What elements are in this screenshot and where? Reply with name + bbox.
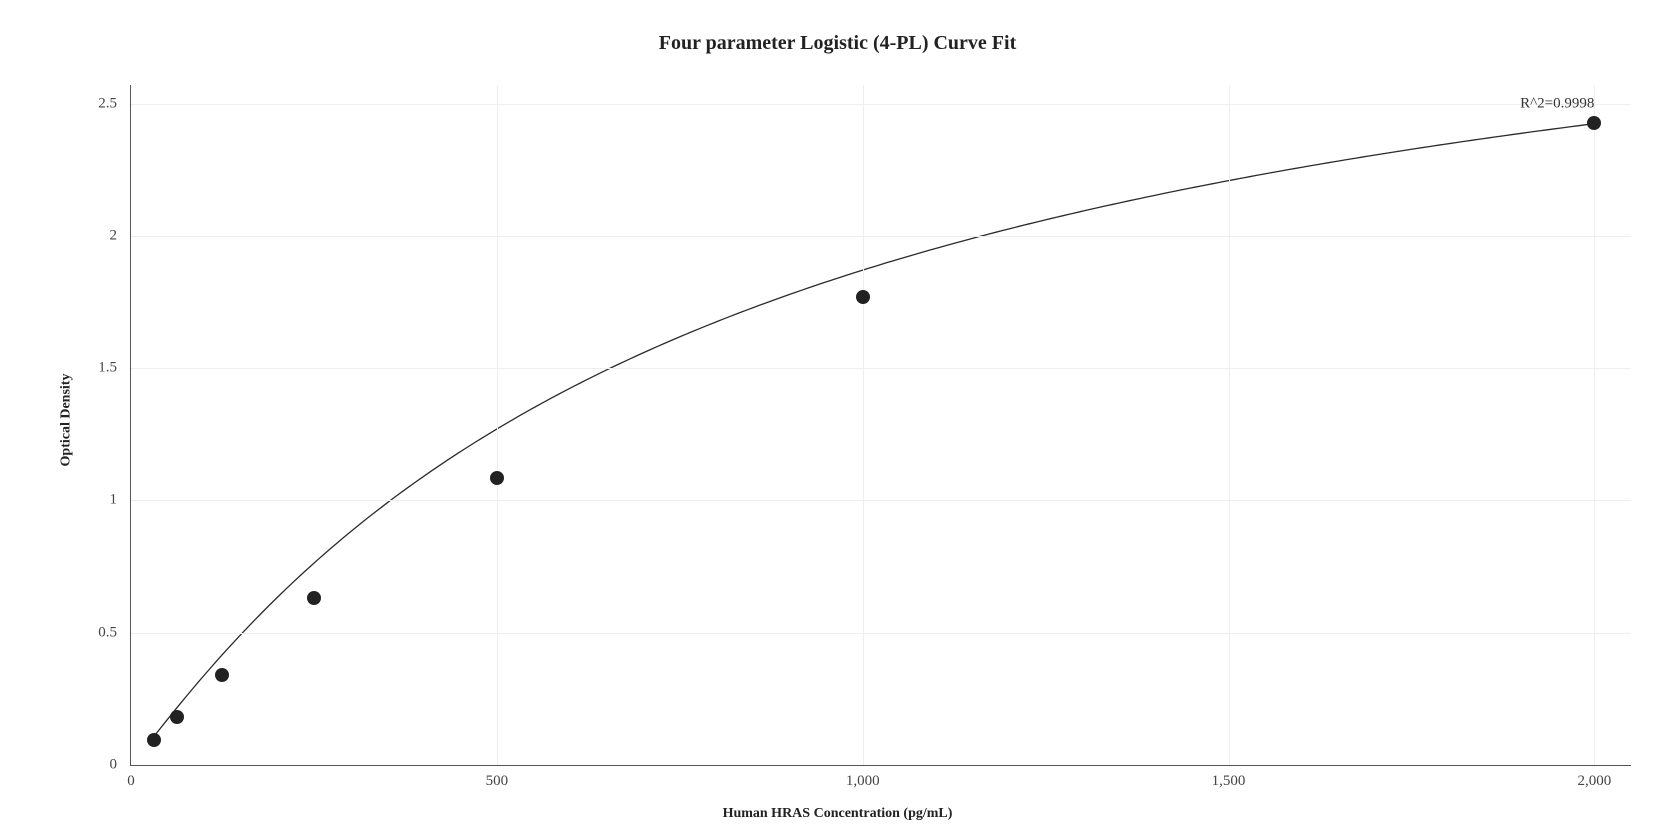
plot-area: 05001,0001,5002,00000.511.522.5R^2=0.999… bbox=[130, 85, 1631, 766]
grid-line-vertical bbox=[1229, 85, 1230, 765]
data-point bbox=[490, 471, 504, 485]
grid-line-horizontal bbox=[131, 633, 1631, 634]
chart-container: Four parameter Logistic (4-PL) Curve Fit… bbox=[0, 0, 1675, 840]
x-tick-label: 2,000 bbox=[1578, 773, 1612, 790]
grid-line-horizontal bbox=[131, 236, 1631, 237]
x-axis-label: Human HRAS Concentration (pg/mL) bbox=[0, 806, 1675, 822]
x-tick-label: 500 bbox=[486, 773, 509, 790]
data-point bbox=[1587, 116, 1601, 130]
y-axis-label: Optical Density bbox=[58, 374, 74, 467]
chart-title: Four parameter Logistic (4-PL) Curve Fit bbox=[0, 32, 1675, 55]
grid-line-vertical bbox=[497, 85, 498, 765]
data-point bbox=[307, 591, 321, 605]
grid-line-horizontal bbox=[131, 368, 1631, 369]
fit-curve bbox=[131, 85, 1631, 765]
data-point bbox=[147, 733, 161, 747]
grid-line-horizontal bbox=[131, 500, 1631, 501]
data-point bbox=[170, 710, 184, 724]
data-point bbox=[215, 668, 229, 682]
fit-curve-path bbox=[154, 124, 1595, 737]
grid-line-vertical bbox=[1594, 85, 1595, 765]
x-tick-label: 1,000 bbox=[846, 773, 880, 790]
x-tick-label: 1,500 bbox=[1212, 773, 1246, 790]
x-tick-label: 0 bbox=[127, 773, 135, 790]
data-point bbox=[856, 290, 870, 304]
r-squared-annotation: R^2=0.9998 bbox=[1520, 95, 1594, 112]
grid-line-horizontal bbox=[131, 104, 1631, 105]
grid-line-vertical bbox=[863, 85, 864, 765]
